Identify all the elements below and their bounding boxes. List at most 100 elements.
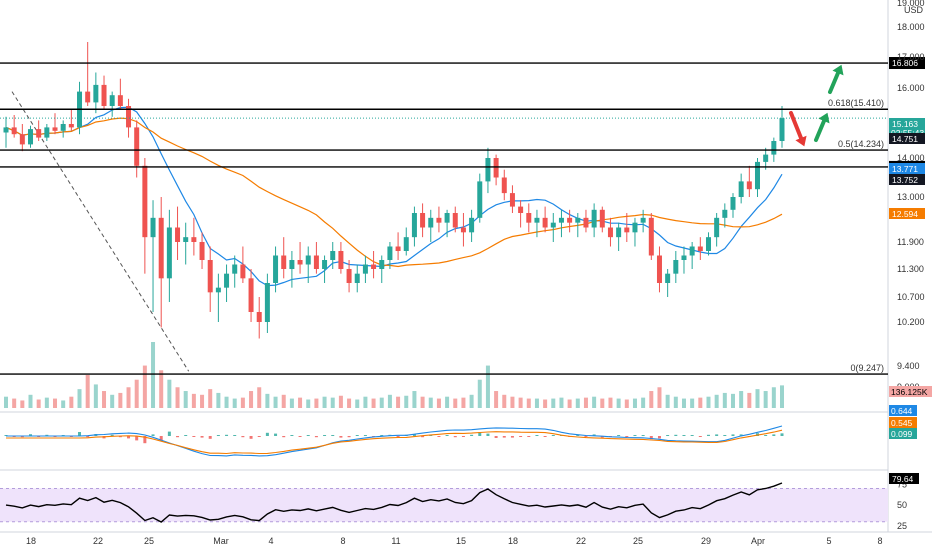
candle (354, 264, 360, 293)
oscillator-histogram-bar (649, 436, 653, 440)
candle (542, 206, 548, 233)
candle-body (689, 246, 695, 256)
volume-bar (583, 397, 588, 408)
arrow-shaft (828, 71, 840, 94)
volume-bar (453, 398, 458, 408)
candle-body (607, 227, 613, 238)
volume-bar (600, 398, 605, 408)
currency-label: USD (904, 5, 924, 15)
candle-body (518, 206, 524, 213)
oscillator-histogram-bar (355, 435, 359, 436)
candle (469, 209, 475, 242)
volume-bar (567, 399, 572, 408)
candle (730, 193, 736, 218)
oscillator-histogram-bar (739, 434, 743, 436)
candle (665, 269, 671, 297)
oscillator-histogram-bar (20, 436, 24, 438)
arrow-head (818, 112, 830, 124)
volume-bar (461, 397, 466, 408)
arrow-shaft (814, 119, 826, 142)
candle-body (567, 217, 573, 223)
candle (689, 242, 695, 269)
candle (673, 251, 679, 283)
candle-body (485, 158, 491, 182)
volume-bar (281, 394, 286, 408)
candle-body (763, 154, 769, 162)
volume-bar (208, 389, 213, 408)
oscillator-histogram-bar (682, 435, 686, 436)
volume-bar (559, 397, 564, 408)
candle (583, 209, 589, 233)
candle-body (493, 158, 499, 178)
volume-bar (191, 393, 196, 408)
volume-bar (714, 394, 719, 408)
candle-body (722, 209, 728, 218)
price-tick-label: 14.000 (897, 153, 925, 163)
fib-trend-dashed-line (11, 91, 190, 372)
candle (444, 209, 450, 238)
oscillator-histogram-bar (380, 435, 384, 436)
candle-body (534, 217, 540, 223)
candle-body (591, 209, 597, 228)
level-label: 0.618(15.410) (828, 98, 884, 108)
candle-body (183, 237, 189, 242)
oscillator-tag-bg (889, 428, 917, 439)
candle (224, 264, 230, 302)
volume-bar (632, 398, 637, 408)
candle (616, 222, 622, 251)
annotation-arrow (814, 112, 830, 142)
volume-bar (698, 397, 703, 408)
date-tick-label: 8 (877, 536, 882, 546)
volume-bar (330, 397, 335, 408)
arrow-shaft (789, 111, 803, 140)
candle-body (273, 255, 279, 283)
oscillator-histogram-bar (535, 435, 539, 436)
candle-body (11, 127, 17, 135)
candle (330, 242, 336, 269)
volume-bar (175, 387, 180, 408)
volume-bar (355, 399, 360, 408)
candle-body (754, 161, 760, 190)
oscillator-histogram-bar (200, 436, 204, 438)
oscillator-histogram-bar (298, 436, 302, 437)
candle-body (469, 217, 475, 233)
volume-bar (477, 379, 482, 408)
oscillator-histogram-bar (412, 434, 416, 436)
candle (289, 251, 295, 288)
volume-bar (706, 396, 711, 408)
volume-bar (347, 398, 352, 408)
rsi-tick-label: 25 (897, 521, 907, 531)
candle (77, 81, 83, 135)
volume-bar (306, 399, 311, 408)
volume-bar (396, 396, 401, 408)
candle-body (322, 260, 328, 269)
volume-bar (249, 391, 254, 408)
volume-bar (200, 394, 205, 408)
candle-body (509, 193, 515, 207)
volume-bar (363, 396, 368, 408)
price-tick-label: 10.700 (897, 292, 925, 302)
candle-body (44, 127, 50, 138)
oscillator-histogram-bar (625, 436, 629, 437)
volume-bar (53, 398, 58, 408)
candle (52, 113, 58, 135)
oscillator-histogram-bar (461, 436, 465, 437)
oscillator-histogram-bar (494, 436, 498, 438)
volume-bar (28, 394, 33, 408)
oscillator-histogram-bar (666, 435, 670, 436)
candle (509, 185, 515, 213)
candle-body (142, 165, 148, 238)
volume-bar (61, 400, 66, 408)
price-tag-text: 14.751 (892, 134, 918, 144)
oscillator-histogram-bar (225, 434, 229, 436)
candle-body (150, 217, 156, 238)
candle-body (3, 127, 9, 133)
volume-bar (485, 365, 490, 408)
rsi-tag-bg (889, 473, 919, 484)
date-tick-label: 25 (633, 536, 643, 546)
volume-bar (575, 398, 580, 408)
candle-body (158, 217, 164, 279)
volume-bar (322, 396, 327, 408)
candle-body (714, 217, 720, 238)
